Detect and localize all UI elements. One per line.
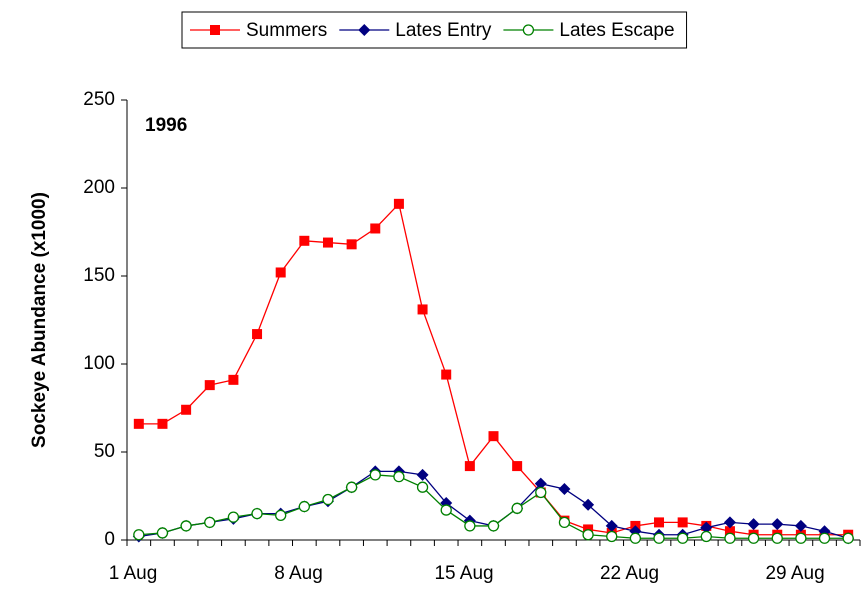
marker (747, 518, 760, 531)
marker (464, 461, 475, 472)
marker (440, 504, 452, 516)
marker (417, 304, 428, 315)
marker (345, 481, 358, 493)
marker (275, 509, 287, 522)
marker (204, 516, 216, 529)
marker (133, 418, 144, 429)
marker (275, 267, 286, 278)
marker (322, 493, 334, 506)
marker (487, 520, 500, 532)
marker (558, 482, 571, 495)
marker (299, 235, 310, 246)
marker (252, 329, 263, 340)
marker (605, 519, 618, 532)
marker (416, 481, 429, 493)
marker (723, 516, 736, 529)
marker (251, 507, 263, 520)
marker (298, 500, 310, 513)
marker (181, 404, 192, 415)
marker (393, 198, 404, 209)
y-tick-label: 100 (83, 353, 115, 374)
marker (346, 239, 357, 250)
legend-label: Summers (246, 20, 327, 41)
marker (795, 532, 807, 544)
marker (133, 529, 145, 541)
marker (582, 529, 594, 541)
marker (370, 223, 381, 234)
legend-marker (210, 25, 220, 35)
y-tick-label: 0 (104, 529, 115, 550)
legend-box (181, 11, 688, 49)
marker (700, 530, 712, 543)
marker (204, 380, 215, 391)
marker (228, 374, 239, 385)
marker (511, 502, 523, 514)
series-line (138, 202, 849, 536)
x-tick-label: 1 Aug (109, 563, 158, 584)
legend-label: Lates Entry (395, 20, 492, 41)
marker (818, 532, 831, 544)
legend-label: Lates Escape (559, 20, 674, 41)
y-tick-label: 150 (83, 265, 115, 286)
marker (700, 521, 713, 534)
marker (488, 431, 499, 442)
marker (794, 519, 807, 532)
marker (653, 532, 665, 544)
marker (512, 461, 523, 472)
marker (771, 518, 784, 531)
marker (441, 369, 452, 380)
marker (629, 532, 642, 544)
x-tick-label: 8 Aug (274, 563, 323, 584)
annotation: 1996 (145, 115, 187, 136)
marker (677, 517, 688, 528)
y-tick-label: 50 (94, 441, 115, 462)
marker (842, 532, 854, 544)
marker (677, 532, 689, 544)
marker (227, 511, 240, 523)
x-tick-label: 29 Aug (765, 563, 824, 584)
legend-marker (358, 24, 371, 36)
marker (369, 469, 381, 481)
marker (654, 517, 665, 528)
marker (157, 418, 168, 429)
marker (724, 532, 736, 544)
y-axis-label: Sockeye Abundance (x1000) (29, 192, 50, 448)
marker (606, 530, 618, 543)
marker (771, 532, 783, 544)
marker (322, 237, 333, 248)
x-tick-label: 15 Aug (434, 563, 493, 584)
marker (582, 498, 595, 511)
marker (724, 526, 735, 537)
marker (534, 477, 547, 490)
marker (558, 516, 571, 529)
marker (747, 532, 760, 544)
y-tick-label: 200 (83, 177, 115, 198)
marker (416, 468, 429, 481)
marker (156, 527, 169, 539)
marker (393, 470, 405, 483)
x-tick-label: 22 Aug (600, 563, 659, 584)
marker (180, 520, 192, 532)
y-tick-label: 250 (83, 89, 115, 110)
marker (464, 520, 476, 532)
marker (535, 486, 547, 499)
legend-marker (522, 24, 535, 36)
